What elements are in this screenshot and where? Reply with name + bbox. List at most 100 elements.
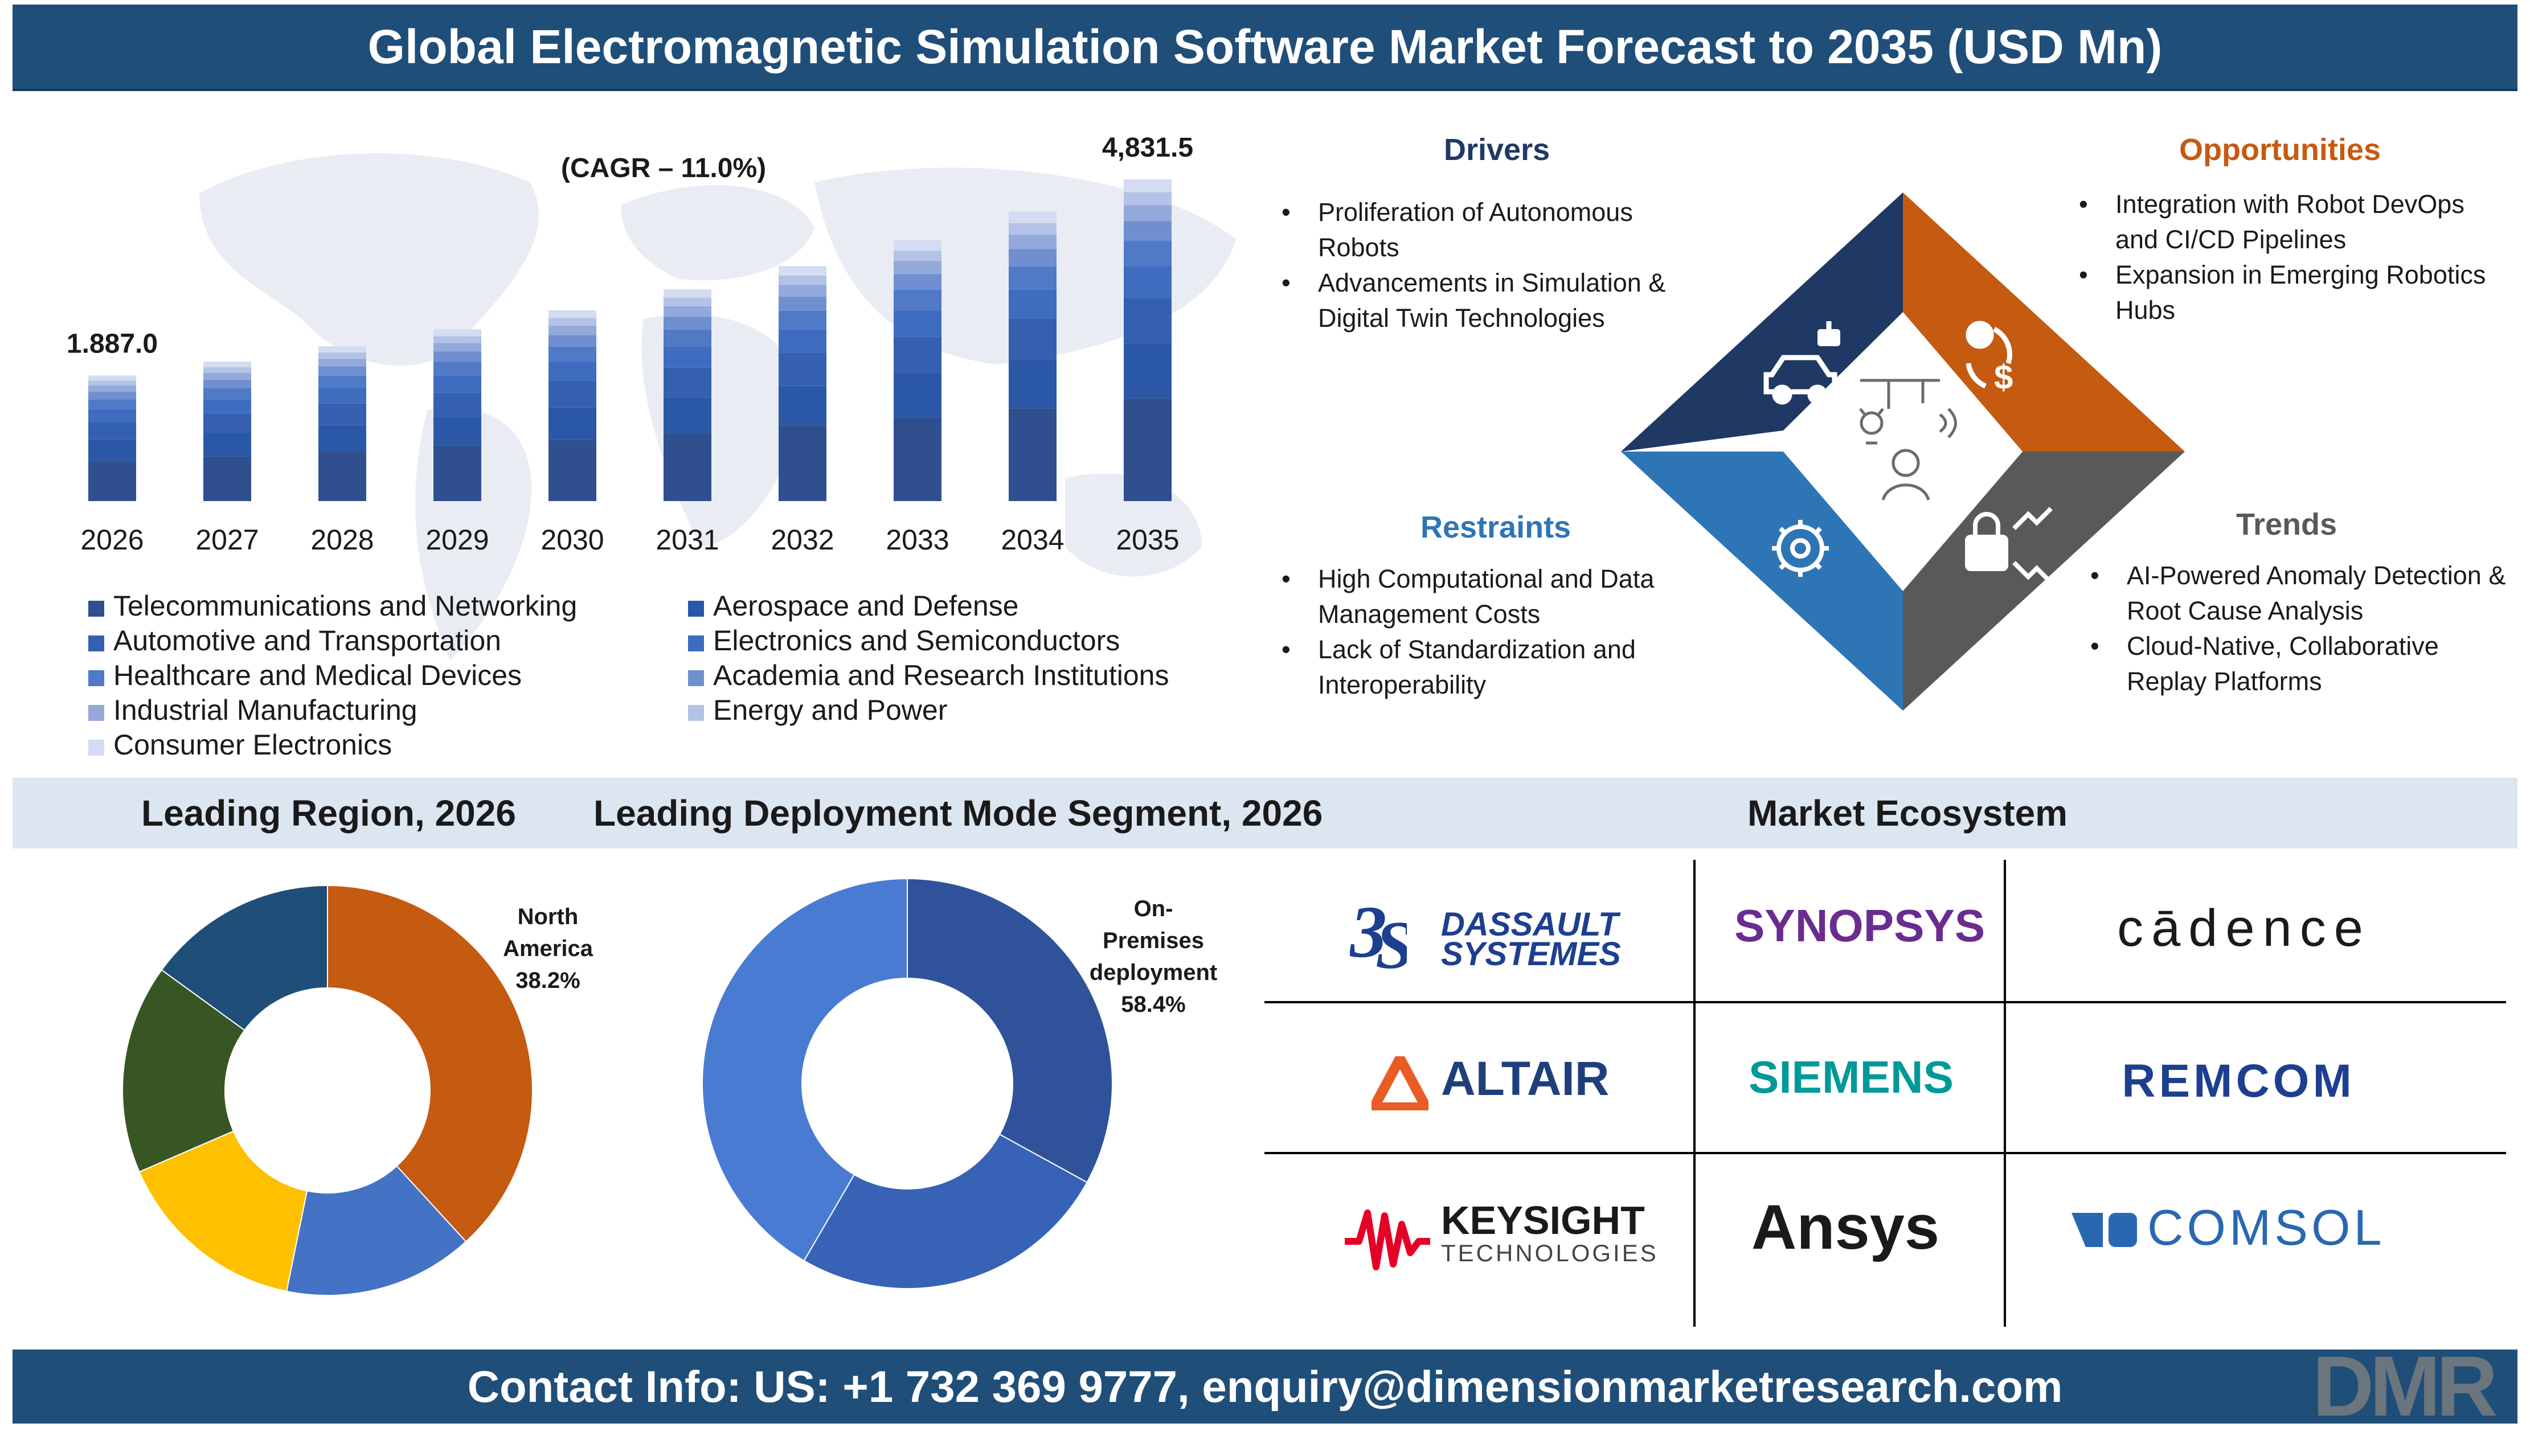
x-tick-label: 2029 [425, 524, 489, 556]
legend-label: Healthcare and Medical Devices [113, 659, 522, 691]
bar-segment [318, 375, 366, 388]
trends-list: AI-Powered Anomaly Detection & Root Caus… [2090, 558, 2523, 699]
bar-segment [779, 352, 826, 386]
bar-segment [88, 409, 136, 422]
bar-segment [433, 336, 481, 343]
bar-segment [318, 346, 366, 352]
bar-segment [88, 399, 136, 409]
legend-item: Telecommunications and Networking [88, 589, 577, 624]
keysight-logo: KEYSIGHT TECHNOLOGIES [1441, 1198, 1659, 1266]
x-tick-label: 2028 [310, 524, 374, 556]
bar-segment [1009, 359, 1057, 409]
bar-segment [1124, 221, 1172, 241]
bar-segment [318, 403, 366, 425]
remcom-logo: REMCOM [2122, 1055, 2355, 1107]
bar-segment [203, 372, 251, 380]
bar-legend-right: Aerospace and Defense Electronics and Sem… [688, 589, 1169, 728]
svg-text:3: 3 [1350, 891, 1387, 973]
x-tick-label: 2033 [886, 524, 949, 556]
bar-segment [88, 385, 136, 392]
donut-slice [702, 877, 908, 1262]
bar-segment [318, 388, 366, 404]
bar-segment [318, 425, 366, 452]
legend-swatch [688, 635, 704, 651]
idea-dollar-icon: $ [1966, 321, 2013, 396]
bar-segment [548, 440, 596, 501]
x-tick-label: 2034 [1001, 524, 1064, 556]
restraints-item: High Computational and Data Management C… [1282, 561, 1703, 632]
leading-deployment-title: Leading Deployment Mode Segment, 2026 [593, 793, 1323, 834]
legend-label: Automotive and Transportation [113, 625, 501, 657]
opportunities-title: Opportunities [2179, 133, 2381, 167]
bar-segment [779, 425, 826, 501]
ecosystem-grid [1264, 860, 2506, 1327]
bar-segment [894, 274, 941, 290]
bar-segment [894, 337, 941, 374]
drivers-quadrant [1621, 192, 1903, 452]
bar-segment [1124, 298, 1172, 344]
bar-segment [203, 432, 251, 457]
opportunities-item: Expansion in Emerging Robotics Hubs [2079, 257, 2512, 328]
x-tick-label: 2032 [771, 524, 834, 556]
ansys-logo: Ansys [1751, 1192, 1940, 1262]
drivers-item: Advancements in Simulation & Digital Twi… [1282, 265, 1703, 336]
bar-segment [318, 366, 366, 376]
bar-segment [548, 380, 596, 408]
donut-slice [327, 884, 534, 1242]
bar-segment [88, 439, 136, 461]
bar-segment [548, 310, 596, 318]
bar-segment [1124, 205, 1172, 222]
bar-segment [203, 367, 251, 373]
contact-info: Contact Info: US: +1 732 369 9777, enqui… [13, 1350, 2517, 1424]
bar-segment [203, 362, 251, 367]
bar-segment [548, 335, 596, 347]
restraints-item: Lack of Standardization and Interoperabi… [1282, 632, 1703, 703]
bar-segment [318, 451, 366, 501]
opportunities-list: Integration with Robot DevOps and CI/CD … [2079, 187, 2512, 328]
legend-label: Consumer Electronics [113, 729, 392, 761]
x-tick-label: 2035 [1116, 524, 1179, 556]
bar-segment [894, 240, 941, 251]
bar-segment [1124, 343, 1172, 399]
bar-segment [1124, 240, 1172, 266]
dassault-logo: DASSAULT SYSTEMES [1441, 906, 1621, 973]
gear-icon [1772, 520, 1829, 577]
bar-segment [433, 417, 481, 446]
drivers-title: Drivers [1444, 133, 1550, 167]
bar-segment [1009, 289, 1057, 319]
bar-segment [1124, 266, 1172, 299]
bar-segment [203, 413, 251, 433]
bar-segment [664, 329, 711, 347]
bar-segment [1124, 179, 1172, 192]
deployment-donut-label: On- Premises deployment 58.4% [1089, 896, 1218, 1017]
bar-segment [1009, 266, 1057, 290]
x-tick-label: 2027 [195, 524, 259, 556]
bar-segment [664, 289, 711, 298]
bar-segment [88, 375, 136, 381]
bar-segment [433, 392, 481, 417]
bar-segment [894, 310, 941, 337]
bar-segment [548, 362, 596, 381]
bar-segment [894, 373, 941, 418]
leading-region-title: Leading Region, 2026 [141, 793, 516, 834]
keysight-wave-icon [1345, 1209, 1430, 1270]
legend-swatch [88, 670, 104, 686]
synopsys-logo: SYNOPSYS [1734, 900, 1985, 951]
altair-icon [1372, 1056, 1428, 1110]
bar-segment [1009, 211, 1057, 223]
donut-slice [138, 1130, 308, 1292]
legend-label: Electronics and Semiconductors [713, 625, 1120, 657]
bar-segment [779, 266, 826, 276]
legend-item: Automotive and Transportation [88, 624, 577, 659]
x-tick-label: 2026 [80, 524, 144, 556]
bar-segment [318, 358, 366, 367]
bar-segment [433, 362, 481, 376]
comsol-logo: COMSOL [2147, 1199, 2385, 1256]
opportunities-quadrant [1903, 192, 2185, 452]
legend-item: Energy and Power [688, 694, 1169, 728]
bar-segment [548, 325, 596, 335]
legend-swatch [88, 705, 104, 721]
x-tick-label: 2031 [656, 524, 719, 556]
legend-item: Healthcare and Medical Devices [88, 659, 577, 694]
cagr-label: (CAGR – 11.0%) [561, 153, 767, 183]
